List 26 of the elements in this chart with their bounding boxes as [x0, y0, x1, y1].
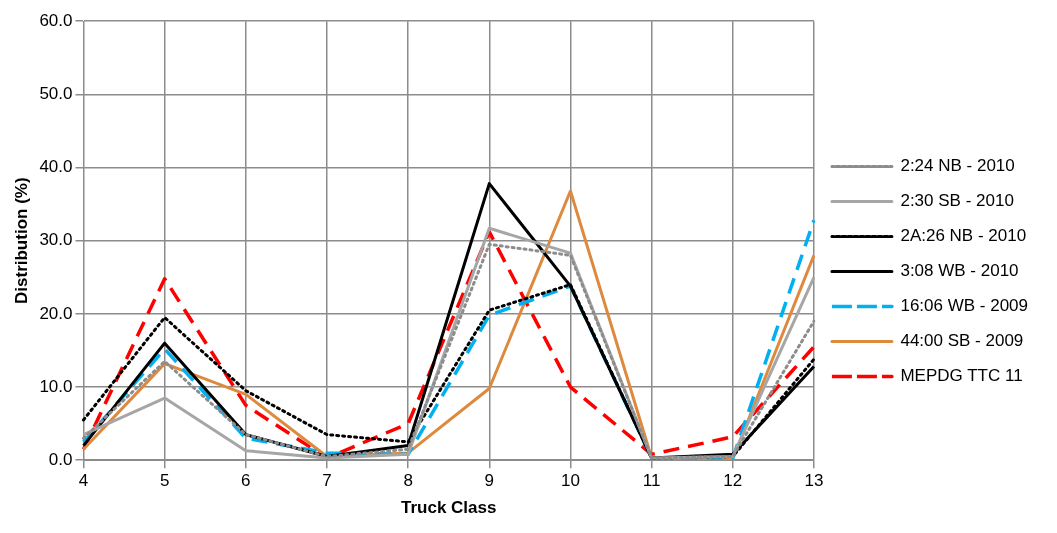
x-tick-label: 10 [560, 471, 580, 491]
y-tick-label: 30.0 [39, 230, 73, 250]
y-tick-label: 50.0 [39, 84, 73, 104]
legend-label: 3:08 WB - 2010 [900, 261, 1019, 281]
legend-label: 2:30 SB - 2010 [900, 191, 1014, 211]
x-tick-label: 8 [403, 471, 413, 491]
legend-label: 44:00 SB - 2009 [900, 331, 1024, 351]
x-tick-label: 13 [804, 471, 824, 491]
x-axis-title: Truck Class [400, 498, 497, 518]
x-tick-label: 9 [484, 471, 495, 491]
y-tick-label: 40.0 [39, 157, 73, 177]
x-tick-label: 7 [322, 471, 332, 491]
x-tick-label: 6 [241, 471, 251, 491]
legend-label: MEPDG TTC 11 [900, 366, 1023, 386]
x-tick-label: 5 [159, 471, 170, 491]
y-tick-label: 60.0 [39, 10, 73, 30]
x-tick-label: 11 [642, 471, 661, 491]
y-tick-label: 0.0 [48, 449, 73, 469]
x-tick-label: 12 [723, 471, 743, 491]
legend-label: 2:24 NB - 2010 [900, 156, 1015, 176]
legend-label: 2A:26 NB - 2010 [900, 226, 1027, 246]
y-tick-label: 20.0 [39, 303, 73, 323]
y-axis-title: Distribution (%) [11, 177, 31, 304]
y-tick-label: 10.0 [39, 376, 73, 396]
x-tick-label: 4 [78, 471, 89, 491]
legend-label: 16:06 WB - 2009 [900, 296, 1028, 316]
